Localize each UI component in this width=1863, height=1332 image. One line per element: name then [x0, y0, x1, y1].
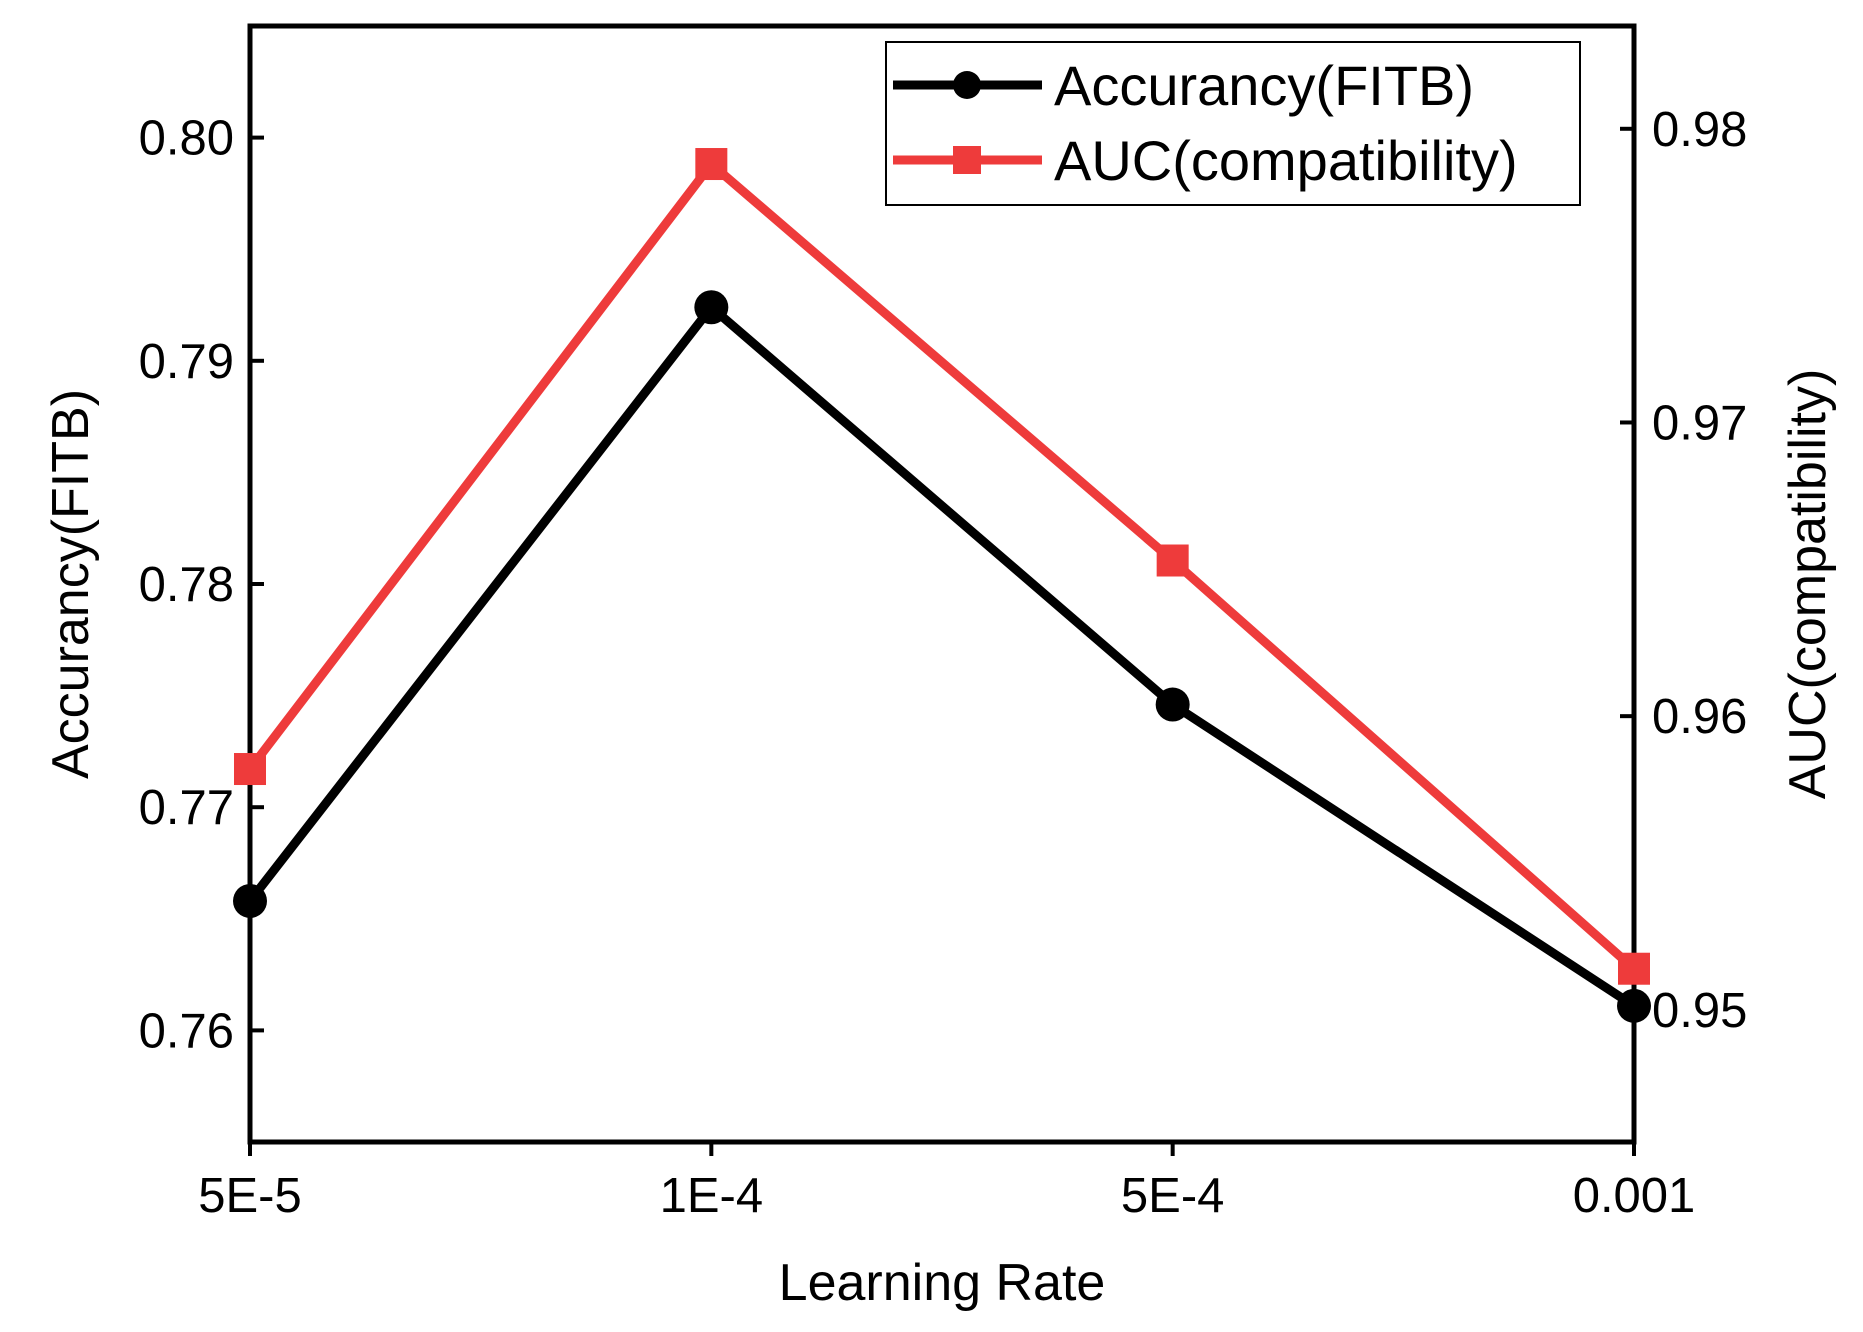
data-point-accurancy: [1617, 988, 1651, 1023]
left-tick-label: 0.77: [139, 781, 234, 835]
legend-label-auc: AUC(compatibility): [1054, 129, 1518, 192]
data-point-auc: [1156, 544, 1189, 577]
right-tick-label: 0.96: [1652, 690, 1747, 744]
right-tick-label: 0.97: [1652, 396, 1747, 450]
series-line-accurancy: [246, 300, 1637, 1010]
x-tick-label: 1E-4: [660, 1169, 764, 1223]
data-point-auc: [234, 753, 266, 786]
data-point-auc: [1618, 952, 1650, 985]
x-axis: 5E-5 1E-4 5E-4 0.001: [198, 1142, 1695, 1223]
right-axis-title: AUC(compatibility): [1779, 369, 1837, 800]
data-point-accurancy: [1155, 687, 1190, 722]
series-line-auc: [246, 157, 1637, 973]
left-tick-label: 0.78: [139, 558, 234, 612]
left-axis-title: Accurancy(FITB): [42, 389, 100, 779]
legend-marker-accurancy: [953, 71, 981, 99]
data-point-accurancy: [694, 290, 729, 325]
left-axis: 0.76 0.77 0.78 0.79 0.80: [139, 112, 264, 1058]
left-tick-label: 0.76: [139, 1004, 234, 1058]
x-tick-label: 0.001: [1573, 1169, 1696, 1223]
series-layer: [233, 148, 1651, 1023]
legend: Accurancy(FITB) AUC(compatibility): [885, 41, 1581, 206]
x-axis-title: Learning Rate: [779, 1254, 1106, 1312]
x-tick-label: 5E-5: [198, 1169, 302, 1223]
data-point-auc: [695, 148, 728, 181]
right-tick-label: 0.95: [1652, 984, 1747, 1038]
right-tick-label: 0.98: [1652, 103, 1747, 157]
legend-marker-auc: [953, 146, 981, 174]
legend-label-accurancy: Accurancy(FITB): [1054, 54, 1474, 117]
x-tick-label: 5E-4: [1121, 1169, 1225, 1223]
data-point-accurancy: [233, 883, 267, 918]
left-tick-label: 0.79: [139, 335, 234, 389]
legend-box: [885, 41, 1581, 206]
left-tick-label: 0.80: [139, 112, 234, 166]
right-axis: 0.95 0.96 0.97 0.98: [1620, 103, 1747, 1038]
